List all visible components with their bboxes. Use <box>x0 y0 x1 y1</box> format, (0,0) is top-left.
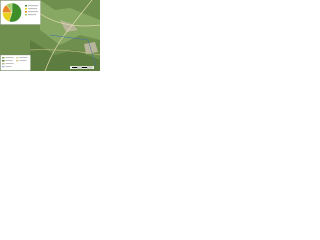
scale-segment <box>82 67 87 68</box>
legend-text <box>28 8 37 10</box>
legend-text <box>19 60 27 61</box>
legend-text <box>5 57 14 58</box>
pie-slice <box>6 2 13 13</box>
legend-swatch <box>2 63 5 65</box>
legend-swatch <box>16 60 19 62</box>
legend-text <box>28 5 38 7</box>
pie <box>2 2 22 23</box>
legend-swatch <box>2 60 5 62</box>
urban-area <box>84 42 98 54</box>
terrain <box>40 0 100 45</box>
road <box>29 49 100 56</box>
scale-segment <box>76 66 83 69</box>
legend-text <box>19 57 28 58</box>
urban-area <box>60 20 78 32</box>
pie-slice <box>8 2 22 23</box>
map <box>0 0 100 71</box>
map-legend <box>0 54 31 71</box>
road <box>44 0 93 71</box>
legend-swatch <box>25 5 27 7</box>
legend-swatch <box>25 14 27 16</box>
legend-text <box>5 60 13 61</box>
legend-swatch <box>16 57 19 59</box>
legend-text <box>5 66 12 67</box>
legend-swatch <box>25 11 27 13</box>
legend-text <box>28 14 36 16</box>
page: {"chart_data": {"type": "pie", "values":… <box>0 0 100 71</box>
scale-segment <box>72 67 77 68</box>
legend-text <box>5 63 14 64</box>
scale-bar <box>70 66 94 69</box>
map-legend-items <box>2 57 28 68</box>
scale-segment <box>86 66 93 69</box>
terrain <box>30 40 100 71</box>
legend-text <box>28 11 38 13</box>
pie-legend <box>25 5 38 16</box>
legend-swatch <box>2 57 5 59</box>
legend-swatch <box>25 8 27 10</box>
river <box>49 34 97 67</box>
